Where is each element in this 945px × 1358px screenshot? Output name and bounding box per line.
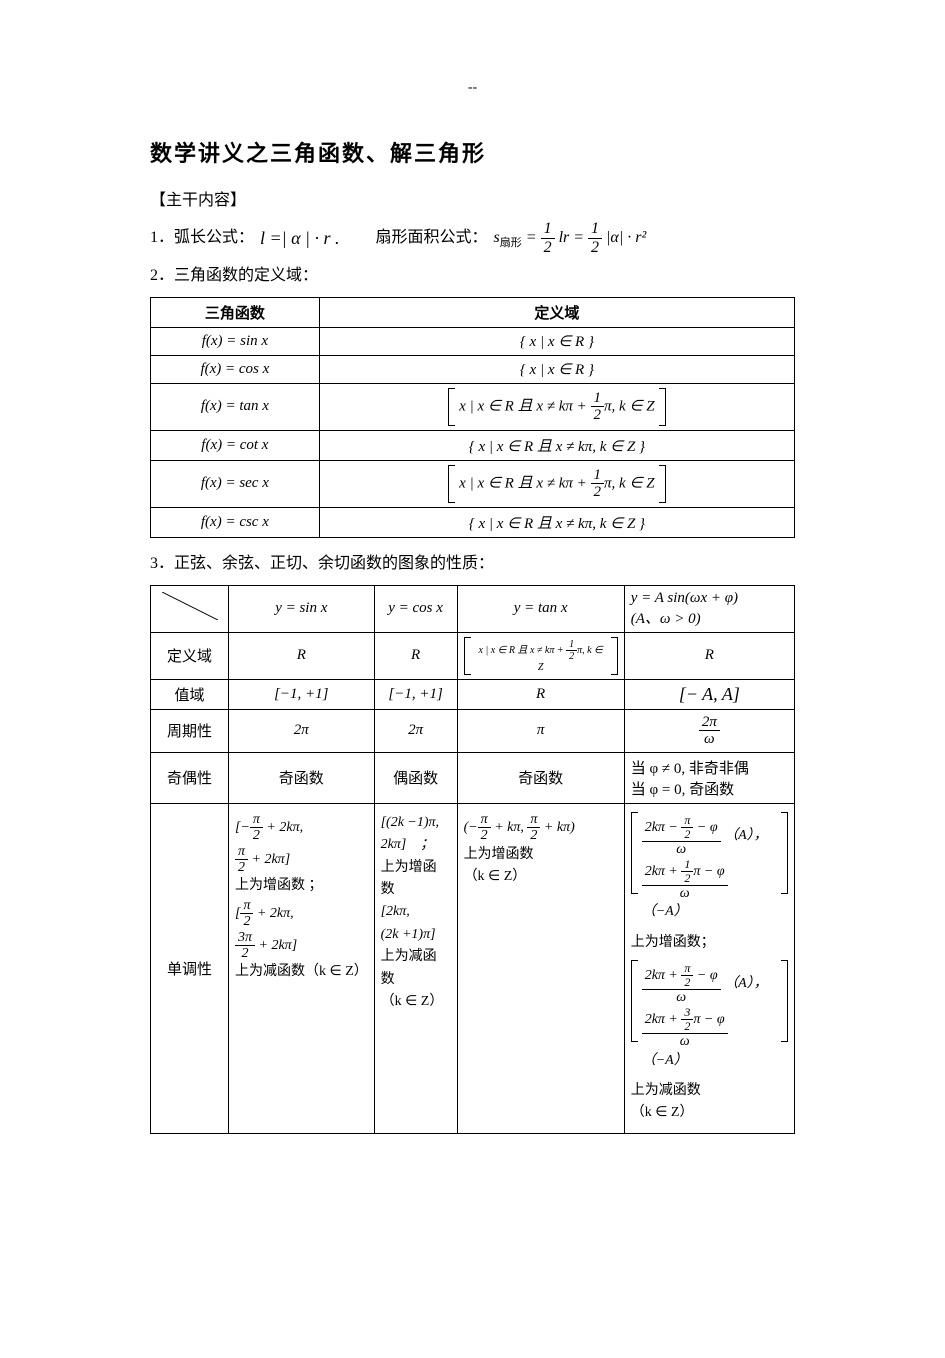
row-parity: 奇偶性 奇函数 偶函数 奇函数 当 φ ≠ 0, 非奇非偶 当 φ = 0, 奇… (151, 752, 795, 803)
section-header: 【主干内容】 (150, 186, 795, 210)
table-properties: y = sin x y = cos x y = tan x y = A sin(… (150, 585, 795, 1134)
row-domain: 定义域 R R x | x ∈ R 且 x ≠ kπ + 12π, k ∈ Z … (151, 632, 795, 679)
t2-col-sin: y = sin x (229, 585, 375, 632)
table-row: f(x) = sec x x | x ∈ R 且 x ≠ kπ + 12π, k… (151, 460, 795, 507)
t2-col-tan: y = tan x (457, 585, 624, 632)
table-domains: 三角函数 定义域 f(x) = sin x { x | x ∈ R } f(x)… (150, 297, 795, 538)
item-3-label: 3．正弦、余弦、正切、余切函数的图象的性质： (150, 550, 795, 579)
item1-label: 1．弧长公式： (150, 224, 254, 253)
page-marker: -- (150, 80, 795, 96)
row-monotone: 单调性 [−π2 + 2kπ, π2 + 2kπ] 上为增函数 ； [π2 + … (151, 803, 795, 1133)
arc-length-formula: l =| α | · r . (260, 222, 340, 254)
table-row: f(x) = cos x { x | x ∈ R } (151, 355, 795, 383)
sector-area-formula: s扇形 = 12 lr = 12 |α| · r² (494, 220, 647, 256)
t2-corner (151, 585, 229, 632)
item-2-label: 2．三角函数的定义域： (150, 262, 795, 291)
table-row: f(x) = sin x { x | x ∈ R } (151, 327, 795, 355)
t1-h2: 定义域 (319, 297, 794, 327)
table-row: f(x) = csc x { x | x ∈ R 且 x ≠ kπ, k ∈ Z… (151, 507, 795, 537)
item-1: 1．弧长公式： l =| α | · r . 扇形面积公式： s扇形 = 12 … (150, 220, 795, 256)
t2-col-cos: y = cos x (374, 585, 457, 632)
row-range: 值域 [−1, +1] [−1, +1] R [− A, A] (151, 679, 795, 709)
t2-col-gen: y = A sin(ωx + φ) (A、ω > 0) (624, 585, 794, 632)
item1-label2: 扇形面积公式： (376, 224, 488, 253)
table-row: f(x) = cot x { x | x ∈ R 且 x ≠ kπ, k ∈ Z… (151, 430, 795, 460)
t1-h1: 三角函数 (151, 297, 320, 327)
row-period: 周期性 2π 2π π 2πω (151, 709, 795, 752)
table-row: f(x) = tan x x | x ∈ R 且 x ≠ kπ + 12π, k… (151, 383, 795, 430)
page-title: 数学讲义之三角函数、解三角形 (150, 136, 795, 168)
